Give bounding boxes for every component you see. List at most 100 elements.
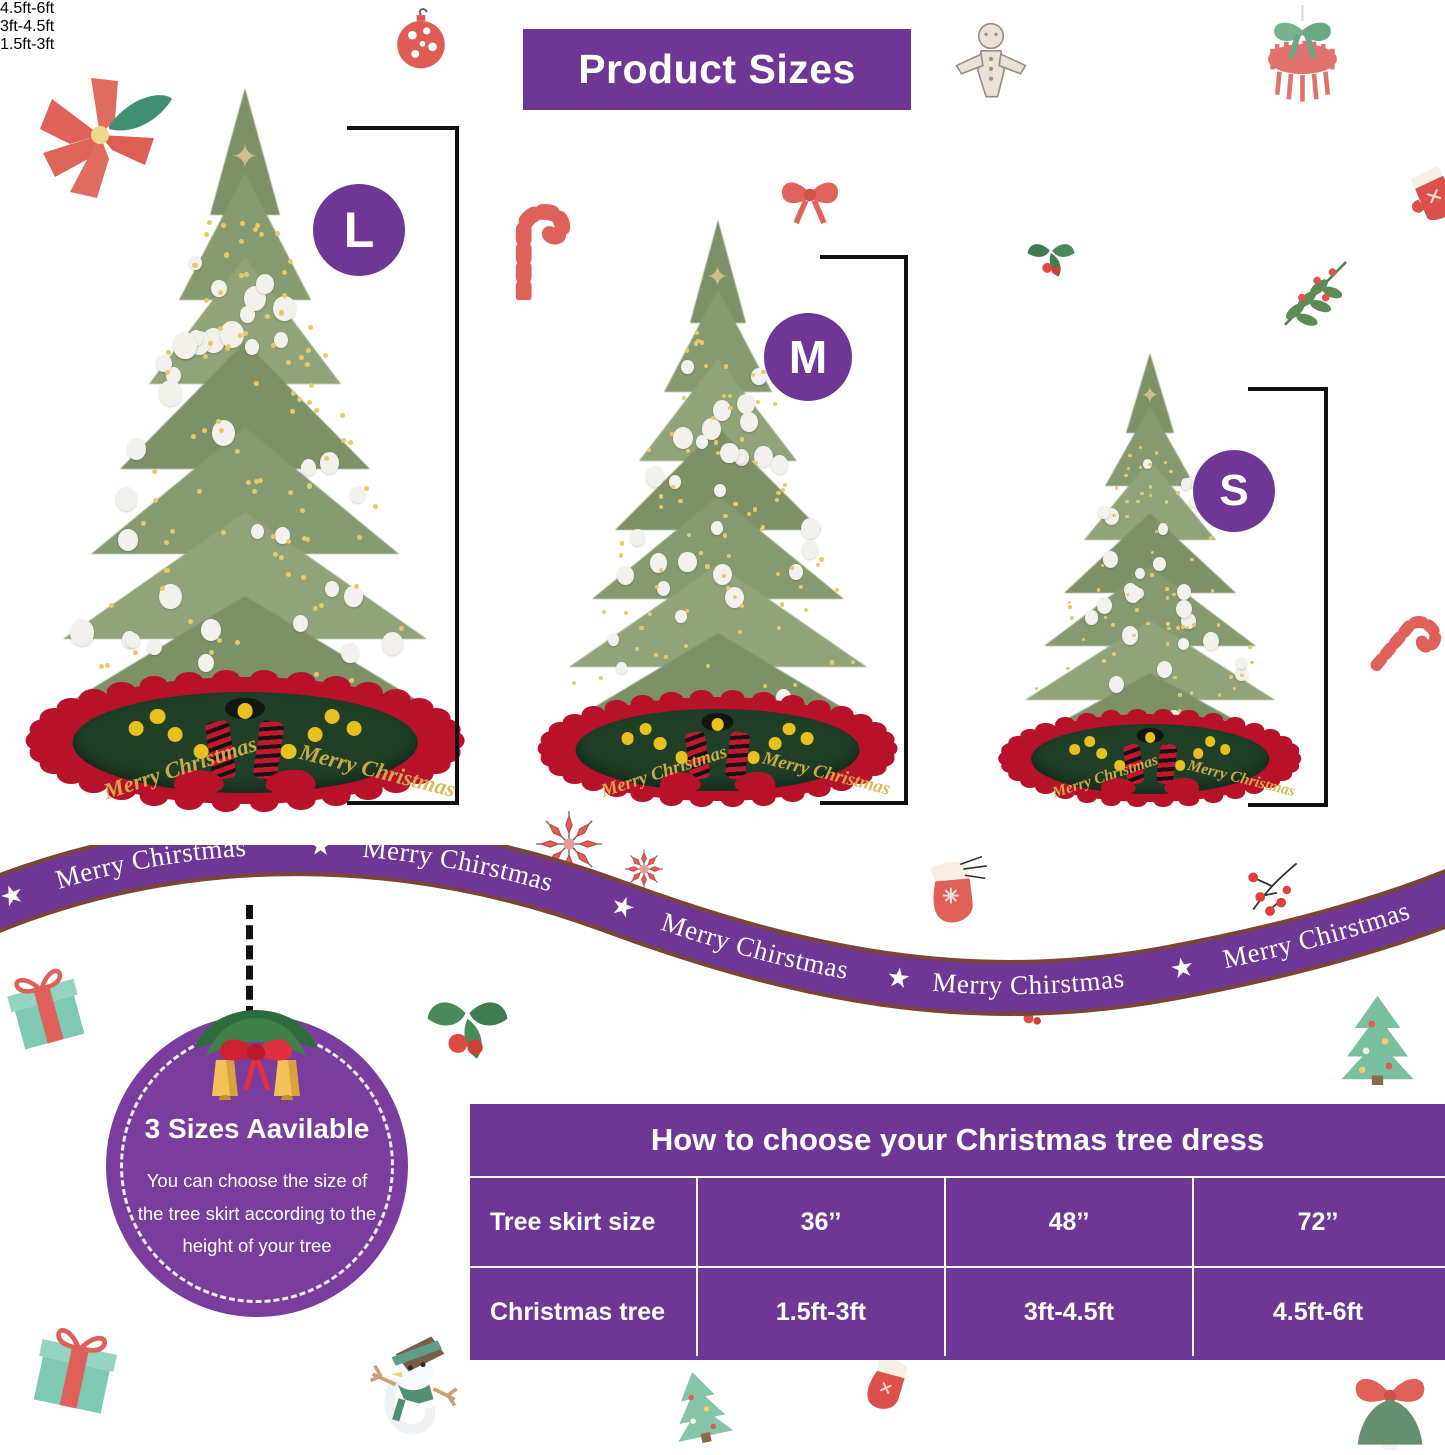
tree-ornament — [617, 566, 634, 585]
skirt-bell-ornament — [1192, 748, 1204, 759]
tree-ornament — [126, 632, 141, 649]
tree-light — [224, 252, 230, 258]
tree-ornament — [710, 520, 724, 535]
tree-light — [347, 439, 353, 445]
tree-light — [285, 359, 291, 365]
tree-light — [1217, 693, 1222, 697]
tree-light — [1154, 529, 1159, 534]
tree-light — [217, 289, 223, 295]
tree-light — [762, 683, 767, 688]
tree-light — [1096, 588, 1101, 592]
ribbon-star-icon-3: ★ — [885, 962, 913, 995]
christmas-tree-icon — [1330, 990, 1425, 1085]
tree-light — [726, 585, 731, 591]
mitten-icon — [1400, 160, 1445, 230]
skirt-bell-ornament — [1096, 748, 1108, 759]
tree-light — [759, 526, 765, 531]
tree-ornament — [770, 454, 788, 474]
skirt-bell-ornament — [1069, 744, 1080, 755]
stocking-icon-2 — [855, 1355, 917, 1417]
tree-light — [760, 524, 765, 529]
tree-skirt-product: Merry Christmas Merry Christmas — [25, 669, 465, 813]
tree-light — [1070, 616, 1074, 620]
tree-ornament — [197, 653, 214, 672]
tree-light — [165, 370, 171, 376]
tree-light — [220, 222, 226, 228]
table-body: Tree skirt size 36’’ 48’’ 72’’ Christmas tre… — [470, 1176, 1445, 1356]
page-title: Product Sizes — [578, 46, 856, 92]
tree-topper-icon: ✦ — [705, 260, 730, 292]
tree-light — [187, 619, 193, 625]
skirt-bell-ornament — [149, 709, 166, 725]
tree-light — [1192, 623, 1196, 627]
tree-light — [312, 606, 318, 612]
tree-light — [1185, 625, 1190, 630]
tree-light — [153, 498, 159, 504]
tree-light — [655, 584, 660, 590]
tree-ornament — [739, 412, 758, 433]
tree-light — [1248, 645, 1252, 649]
callout-body: You can choose the size of the tree skir… — [137, 1170, 377, 1257]
measure-cap-bottom — [820, 801, 908, 805]
tree-light — [170, 529, 176, 535]
tree-light — [288, 490, 294, 496]
tree-light — [307, 399, 313, 405]
skirt-bell-ornament — [747, 751, 760, 764]
tree-light — [354, 584, 360, 590]
tree-ornament — [1134, 567, 1145, 579]
tree-ornament — [1178, 638, 1189, 651]
tree-light — [753, 460, 758, 465]
measure-label-m: 3ft-4.5ft — [0, 18, 55, 35]
tree-light — [653, 652, 659, 657]
tree-light — [304, 537, 310, 543]
tree-ornament — [1121, 626, 1139, 645]
tree-light — [1167, 626, 1171, 631]
tree-light — [753, 507, 758, 512]
tree-light — [398, 625, 404, 631]
tree-light — [301, 536, 307, 542]
tree-light — [196, 488, 202, 494]
tree-light — [1176, 626, 1180, 630]
tree-light — [1132, 633, 1136, 638]
tree-light — [240, 220, 246, 226]
tree-light — [671, 484, 676, 489]
tree-light — [1138, 445, 1143, 450]
tree-ornament — [1142, 458, 1152, 469]
tree-light — [1136, 499, 1140, 504]
tree-light — [1165, 642, 1170, 646]
tree-light — [1150, 550, 1155, 555]
tree-light — [204, 298, 210, 304]
page-title-banner: Product Sizes — [523, 29, 911, 110]
tree-ornament — [615, 662, 627, 675]
tree-light — [750, 372, 756, 378]
tree-light — [620, 541, 625, 546]
tree-light — [282, 269, 288, 275]
tree-light — [739, 437, 744, 442]
tree-ornament — [324, 581, 339, 598]
tree-light — [773, 401, 778, 407]
tree-light — [618, 553, 624, 558]
tree-ornament — [340, 642, 360, 664]
gingerbread-man-icon — [950, 18, 1032, 100]
tree-light — [696, 339, 701, 344]
tree-light — [245, 479, 251, 485]
tree-light — [685, 449, 690, 454]
tree-light — [278, 554, 284, 560]
skirt-bell-ornament — [768, 736, 782, 750]
tree-light — [218, 428, 224, 434]
tree-light — [1250, 660, 1254, 665]
tree-ornament — [292, 615, 308, 632]
tree-light — [235, 448, 241, 454]
tree-light — [152, 469, 158, 475]
tree-light — [1189, 691, 1194, 695]
gift-box-icon — [0, 960, 90, 1050]
tree-light — [1111, 623, 1115, 627]
ornament-ball-icon — [385, 5, 457, 77]
bell-icon — [1345, 1360, 1435, 1451]
tree-light — [728, 405, 733, 411]
skirt-bell-ornament — [675, 751, 688, 764]
tree-topper-icon: ✦ — [1140, 382, 1160, 409]
table-cell: 4.5ft-6ft — [1272, 1297, 1364, 1326]
measure-cap-bottom — [1248, 803, 1328, 807]
tree-light — [722, 394, 727, 399]
